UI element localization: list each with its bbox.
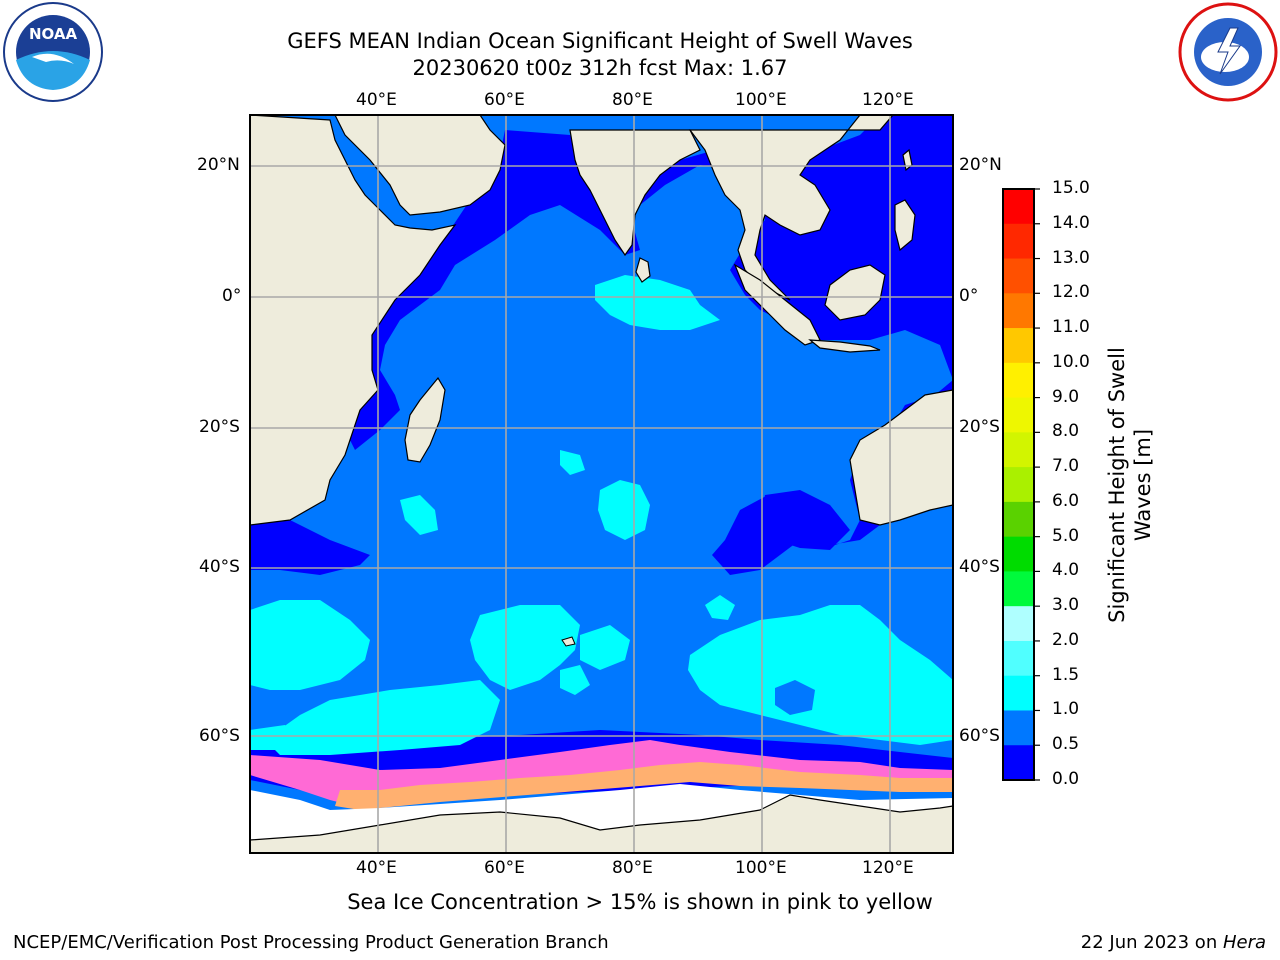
colorbar-tick-label: 1.0	[1052, 699, 1080, 720]
credit-text: NCEP/EMC/Verification Post Processing Pr…	[13, 932, 609, 953]
chart-title-line1: GEFS MEAN Indian Ocean Significant Heigh…	[287, 29, 913, 53]
lon-label-bottom-80e: 80°E	[612, 858, 653, 878]
lat-label-right-40s: 40°S	[959, 557, 1000, 577]
land-taiwan	[902, 148, 913, 172]
colorbar-band	[1003, 223, 1034, 260]
colorbar-tick-label: 6.0	[1052, 490, 1080, 511]
lon-label-bottom-60e: 60°E	[484, 858, 525, 878]
colorbar-band	[1003, 189, 1034, 225]
colorbar-tick-label: 11.0	[1052, 317, 1090, 338]
land-philippines	[894, 199, 916, 252]
colorbar-band	[1003, 710, 1034, 746]
colorbar-tick-label: 5.0	[1052, 525, 1080, 546]
lat-label-right-0: 0°	[959, 286, 979, 306]
chart-title-line2: 20230620 t00z 312h fcst Max: 1.67	[412, 56, 788, 80]
colorbar-band	[1003, 397, 1034, 433]
colorbar-tick-label: 14.0	[1052, 212, 1090, 233]
lon-label-bottom-40e: 40°E	[356, 858, 397, 878]
colorbar-band	[1003, 362, 1034, 399]
lon-label-top-120e: 120°E	[862, 90, 914, 110]
land-madagascar	[404, 376, 446, 463]
map-frame	[249, 114, 954, 854]
colorbar	[1003, 188, 1040, 781]
land-kerguelen	[561, 636, 576, 647]
land-borneo	[824, 264, 886, 321]
lat-label-left-20n: 20°N	[197, 155, 240, 175]
mid-swell-patch	[775, 680, 815, 715]
lat-label-right-20n: 20°N	[959, 155, 1002, 175]
colorbar-tick-label: 2.0	[1052, 629, 1080, 650]
colorbar-tick-label: 15.0	[1052, 178, 1090, 198]
date-prefix: 22 Jun 2023 on	[1080, 932, 1223, 953]
colorbar-tick-label: 0.0	[1052, 769, 1080, 789]
colorbar-frame	[1002, 188, 1035, 781]
colorbar-band	[1003, 745, 1034, 781]
nws-logo	[1178, 2, 1278, 102]
graticule	[250, 115, 953, 853]
lat-label-left-20s: 20°S	[199, 417, 240, 437]
lon-label-top-100e: 100°E	[735, 90, 787, 110]
colorbar-tick-label: 4.0	[1052, 560, 1080, 581]
sea-ice-note: Sea Ice Concentration > 15% is shown in …	[347, 890, 933, 914]
date-machine: Hera	[1222, 932, 1266, 953]
land-java	[808, 339, 881, 353]
colorbar-band	[1003, 501, 1034, 538]
colorbar-tick-label: 7.0	[1052, 456, 1080, 477]
colorbar-band	[1003, 640, 1034, 677]
land-africa	[250, 115, 457, 526]
noaa-logo: NOAA	[2, 2, 104, 102]
land-sri-lanka	[635, 257, 651, 283]
lon-label-top-80e: 80°E	[612, 90, 653, 110]
lon-label-bottom-100e: 100°E	[735, 858, 787, 878]
colorbar-tick-label: 12.0	[1052, 282, 1090, 303]
colorbar-band	[1003, 606, 1034, 642]
cyan-swell-regions	[250, 275, 953, 755]
land-antarctica	[250, 794, 953, 853]
colorbar-tick-label: 13.0	[1052, 247, 1090, 268]
lon-label-top-60e: 60°E	[484, 90, 525, 110]
lat-label-left-60s: 60°S	[199, 726, 240, 746]
lat-label-left-40s: 40°S	[199, 557, 240, 577]
colorbar-tick-label: 0.5	[1052, 734, 1080, 755]
colorbar-band	[1003, 571, 1034, 607]
colorbar-tick-label: 9.0	[1052, 386, 1080, 407]
colorbar-tick-label: 10.0	[1052, 351, 1090, 372]
colorbar-band	[1003, 328, 1034, 364]
land-australia	[849, 389, 953, 526]
svg-text:NOAA: NOAA	[29, 25, 78, 43]
colorbar-band	[1003, 536, 1034, 572]
date-text: 22 Jun 2023 on Hera	[1081, 932, 1266, 953]
lat-label-right-20s: 20°S	[959, 417, 1000, 437]
lat-label-left-0: 0°	[222, 286, 242, 306]
colorbar-band	[1003, 675, 1034, 711]
land-se-asia	[688, 115, 894, 301]
colorbar-band	[1003, 467, 1034, 503]
colorbar-title-line2: Waves [m]	[1131, 428, 1155, 542]
colorbar-tick-label: 8.0	[1052, 421, 1080, 442]
colorbar-band	[1003, 293, 1034, 329]
colorbar-band	[1003, 258, 1034, 294]
lat-label-right-60s: 60°S	[959, 726, 1000, 746]
lon-label-top-40e: 40°E	[356, 90, 397, 110]
colorbar-band	[1003, 432, 1034, 468]
colorbar-tick-label: 1.5	[1052, 664, 1080, 685]
colorbar-tick-label: 3.0	[1052, 595, 1080, 616]
colorbar-title-line1: Significant Height of Swell	[1105, 347, 1129, 623]
lon-label-bottom-120e: 120°E	[862, 858, 914, 878]
